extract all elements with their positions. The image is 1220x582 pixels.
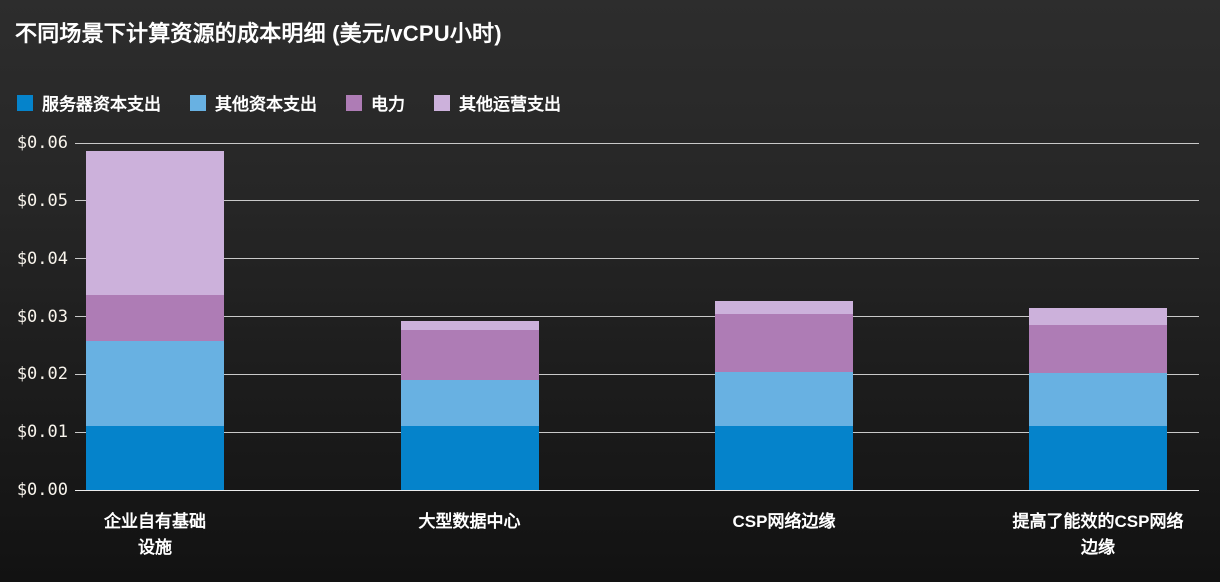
bar-segment	[715, 426, 853, 490]
bar-segment	[86, 151, 224, 295]
bar-segment	[715, 314, 853, 373]
gridline	[75, 316, 1199, 317]
gridline	[75, 200, 1199, 202]
x-tick-label: 企业自有基础 设施	[104, 512, 206, 557]
bar-segment	[715, 300, 853, 315]
y-tick-label: $0.05	[16, 190, 68, 211]
chart-title: 不同场景下计算资源的成本明细 (美元/vCPU小时)	[15, 21, 502, 46]
bar-2	[400, 321, 539, 490]
bar-3	[715, 300, 853, 490]
gridline	[75, 373, 1199, 375]
legend-swatch-icon	[190, 94, 206, 111]
legend-label: 电力	[371, 95, 405, 114]
legend-item-2: 其他资本支出	[190, 90, 317, 115]
gridline	[75, 258, 1199, 260]
y-tick-label: $0.03	[16, 306, 68, 327]
legend-item-1: 服务器资本支出	[17, 90, 161, 115]
bar-segment	[86, 426, 224, 490]
legend: 服务器资本支出 其他资本支出 电力 其他运营支出	[17, 90, 561, 115]
bar-segment	[715, 372, 853, 427]
plot-area	[75, 142, 1199, 491]
legend-label: 其他资本支出	[215, 95, 317, 114]
bar-segment	[86, 294, 224, 341]
y-tick-label: $0.04	[16, 248, 68, 269]
legend-swatch-icon	[17, 94, 33, 111]
gridline	[75, 142, 1199, 144]
x-tick-label: CSP网络边缘	[732, 512, 836, 531]
y-tick-label: $0.01	[16, 422, 68, 443]
y-tick-label: $0.00	[16, 480, 68, 500]
y-tick-label: $0.02	[16, 364, 68, 385]
bar-segment	[1029, 426, 1167, 490]
bar-1	[86, 151, 224, 490]
bar-segment	[400, 379, 539, 427]
x-tick-label: 提高了能效的CSP网络 边缘	[1012, 512, 1184, 557]
legend-item-4: 其他运营支出	[434, 90, 561, 115]
baseline	[75, 489, 1199, 491]
legend-label: 服务器资本支出	[42, 95, 161, 114]
x-tick-label: 大型数据中心	[418, 512, 521, 531]
bar-segment	[1029, 324, 1167, 373]
legend-swatch-icon	[434, 94, 450, 111]
gridline	[75, 431, 1199, 433]
bar-segment	[400, 330, 539, 380]
y-axis: $0.00 $0.01 $0.02 $0.03 $0.04 $0.05 $0.06	[0, 133, 68, 500]
legend-label: 其他运营支出	[459, 95, 561, 114]
bar-segment	[400, 426, 539, 490]
legend-swatch-icon	[346, 94, 362, 111]
bar-4	[1029, 307, 1167, 490]
bar-segment	[1029, 372, 1167, 427]
bar-segment	[1029, 307, 1167, 325]
bar-segment	[86, 340, 224, 427]
x-axis: 企业自有基础 设施 大型数据中心 CSP网络边缘 提高了能效的CSP网络 边缘	[0, 509, 1220, 579]
y-tick-label: $0.06	[16, 133, 68, 153]
bar-segment	[400, 321, 539, 331]
legend-item-3: 电力	[346, 90, 405, 115]
